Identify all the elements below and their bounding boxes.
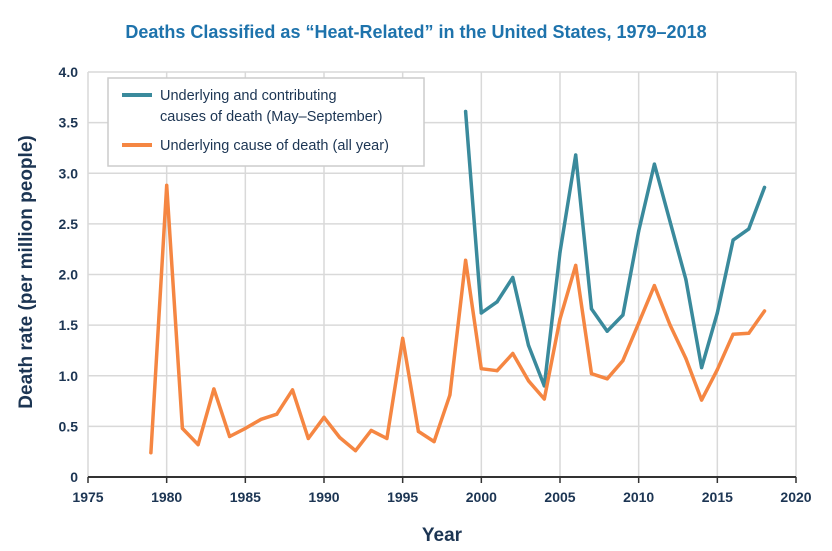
x-tick-label: 1990 [308,489,339,505]
data-point [652,284,657,288]
data-point [715,368,719,372]
data-point [338,435,342,440]
data-point [416,429,420,434]
data-point [605,329,609,333]
data-point [762,309,767,313]
data-point [731,332,735,336]
data-point [558,250,562,254]
data-point [715,311,719,315]
data-point [322,415,326,419]
data-point [369,428,373,433]
data-point [196,443,200,447]
data-point [432,439,436,444]
x-axis-label: Year [422,525,463,546]
data-point [574,263,578,267]
legend-label: Underlying and contributing [160,88,337,104]
data-point [747,227,751,231]
data-point [306,436,310,441]
data-point [511,275,515,280]
data-point [479,311,483,315]
data-point [700,366,704,370]
data-point [526,343,531,347]
y-tick-label: 1.5 [59,317,79,333]
x-tick-label: 2015 [702,489,733,505]
data-point [385,436,389,441]
data-point [448,393,452,397]
tick-labels: 0 0.5 1.0 1.5 2.0 2.5 3.0 3.5 4.0 1975 1980 1985 199… [59,64,812,505]
data-point [558,317,562,321]
series-lines [149,109,767,455]
x-tick-label: 1980 [151,489,182,505]
x-tick-label: 2005 [544,489,575,505]
y-tick-label: 1.0 [59,368,79,384]
data-point [605,377,609,381]
data-point [668,323,672,327]
y-tick-label: 2.0 [59,267,79,283]
data-point [747,331,751,335]
data-point [495,369,499,373]
data-point [228,434,232,439]
data-point [212,387,216,391]
data-point [526,379,531,383]
legend-label: causes of death (May–September) [160,109,382,125]
x-tick-label: 2000 [466,489,497,505]
data-point [684,356,688,361]
data-point [464,109,468,114]
chart-title: Deaths Classified as “Heat-Related” in t… [125,22,706,42]
data-point [621,313,625,317]
data-point [621,358,625,363]
data-point [637,321,641,325]
data-point [668,220,672,224]
data-point [589,372,594,376]
data-point [165,183,169,187]
legend-label: Underlying cause of death (all year) [160,138,389,154]
data-point [762,185,767,190]
y-tick-label: 3.0 [59,165,79,181]
data-point [149,451,153,455]
data-point [353,449,358,453]
x-tick-label: 1975 [72,489,103,505]
data-point [652,162,657,166]
data-point [290,388,295,392]
x-tick-label: 2010 [623,489,654,505]
data-point [731,238,735,242]
data-point [511,351,515,356]
y-tick-label: 4.0 [59,64,79,80]
data-point [637,229,641,233]
series-line-1 [463,109,767,388]
data-point [684,277,688,282]
y-tick-label: 0.5 [59,418,79,434]
data-point [589,307,594,311]
series-line-2 [149,183,767,455]
x-tick-label: 1995 [387,489,418,505]
legend: Underlying and contributing causes of dea… [107,77,425,167]
data-point [700,398,704,402]
legend-box [107,77,425,167]
data-point [542,397,546,401]
y-tick-label: 3.5 [59,115,79,131]
data-point [479,367,483,371]
data-point [401,336,405,340]
x-tick-label: 1985 [230,489,261,505]
y-axis-label: Death rate (per million people) [16,135,37,408]
data-point [464,258,468,262]
data-point [259,417,263,421]
y-tick-label: 0 [70,469,78,485]
data-point [495,300,499,304]
y-tick-label: 2.5 [59,216,79,232]
x-tick-label: 2020 [780,489,811,505]
data-point [243,426,247,430]
data-point [275,412,279,416]
data-point [574,153,578,157]
data-point [180,426,184,430]
